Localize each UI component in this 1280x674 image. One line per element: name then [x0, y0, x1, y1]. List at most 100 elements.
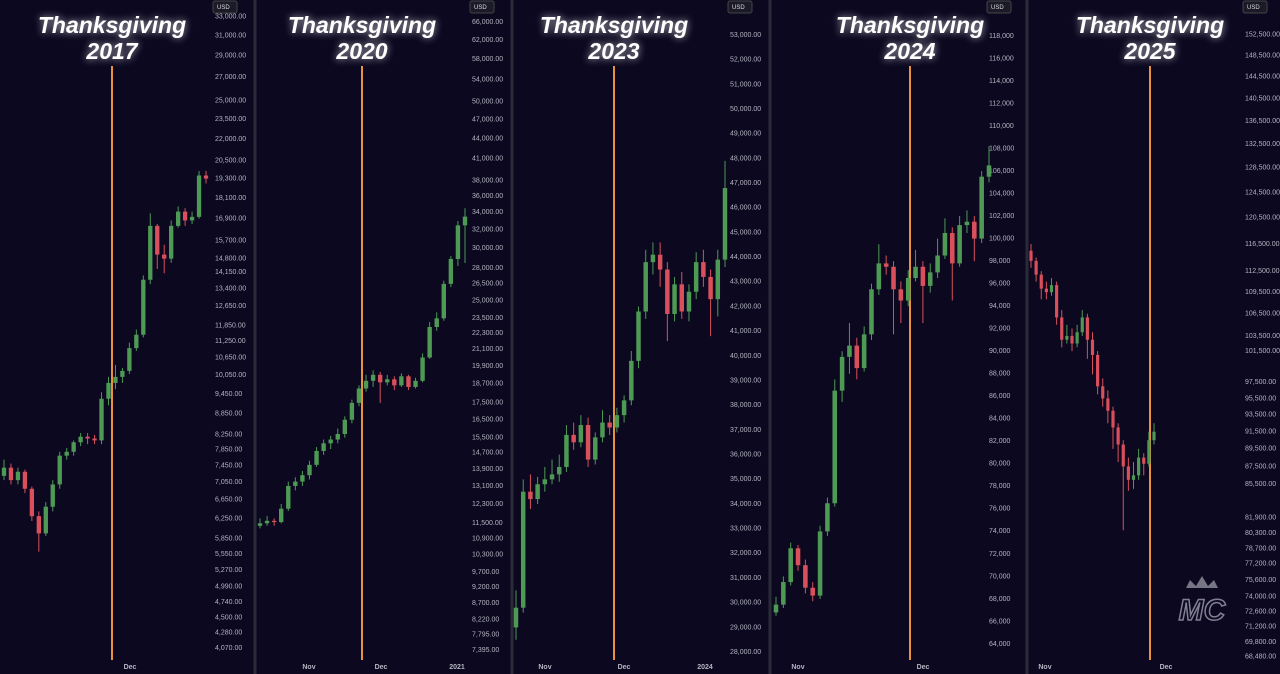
y-tick-label: 50,000.00 [472, 99, 503, 106]
y-tick-label: 81,900.00 [1245, 515, 1276, 522]
x-tick-label: Dec [1160, 664, 1173, 671]
candle-body [85, 436, 90, 439]
y-tick-label: 52,000.00 [730, 57, 761, 64]
candle-body [832, 390, 838, 504]
candle-body [22, 471, 28, 489]
y-tick-label: 53,000.00 [730, 32, 761, 39]
candle-body [64, 451, 69, 456]
candle-body [175, 211, 181, 226]
candle-body [825, 503, 830, 532]
y-tick-label: 36,000.00 [472, 193, 503, 200]
y-tick-label: 21,100.00 [472, 346, 503, 353]
y-tick-label: 87,500.00 [1245, 463, 1276, 470]
candle-body [1029, 250, 1033, 261]
candle-body [1039, 274, 1043, 289]
y-tick-label: 95,500.00 [1245, 395, 1276, 402]
y-tick-label: 16,500.00 [472, 417, 503, 424]
candle-body [781, 582, 786, 605]
candle-body [957, 225, 962, 264]
candle-body [134, 334, 139, 349]
y-tick-label: 4,280.00 [215, 630, 242, 637]
y-tick-label: 22,000.00 [215, 136, 246, 143]
candle-body [535, 484, 540, 500]
y-tick-label: 74,000.00 [1245, 593, 1276, 600]
candle-body [328, 439, 333, 444]
candle-body [913, 266, 918, 279]
y-tick-label: 19,300.00 [215, 175, 246, 182]
title-line: 2025 [1123, 38, 1176, 64]
candle-body [593, 437, 598, 460]
y-tick-label: 43,000.00 [730, 279, 761, 286]
y-tick-label: 8,700.00 [472, 600, 499, 607]
candle-body [43, 506, 48, 534]
candle-body [8, 467, 14, 481]
candle-body [196, 175, 202, 217]
y-tick-label: 25,000.00 [472, 297, 503, 304]
y-tick-label: 39,000.00 [730, 377, 761, 384]
y-tick-label: 76,000 [989, 506, 1011, 513]
y-tick-label: 34,000.00 [472, 209, 503, 216]
candle-body [557, 466, 562, 475]
y-tick-label: 35,000.00 [730, 476, 761, 483]
candle-body [578, 425, 584, 443]
candle-body [935, 255, 940, 273]
x-tick-label: Nov [302, 664, 315, 671]
y-tick-label: 15,500.00 [472, 435, 503, 442]
y-tick-label: 18,100.00 [215, 195, 246, 202]
y-tick-label: 7,395.00 [472, 647, 499, 654]
candle-body [307, 464, 312, 476]
y-tick-label: 17,500.00 [472, 400, 503, 407]
candle-body [817, 531, 823, 596]
y-tick-label: 109,500.00 [1245, 289, 1280, 296]
y-tick-label: 102,000 [989, 213, 1014, 220]
y-tick-label: 32,000.00 [730, 550, 761, 557]
y-tick-label: 103,500.00 [1245, 333, 1280, 340]
candle-body [614, 415, 620, 428]
candle-body [427, 327, 432, 358]
y-tick-label: 64,000 [989, 641, 1011, 648]
x-tick-label: 2024 [697, 664, 713, 671]
y-tick-label: 13,100.00 [472, 483, 503, 490]
y-tick-label: 4,740.00 [215, 599, 242, 606]
candle-body [979, 176, 984, 239]
candle-body [542, 479, 548, 485]
y-tick-label: 66,000.00 [472, 19, 503, 26]
candle-body [549, 474, 555, 480]
y-tick-label: 148,500.00 [1245, 52, 1280, 59]
y-tick-label: 41,000.00 [472, 156, 503, 163]
y-tick-label: 78,700.00 [1245, 546, 1276, 553]
currency-box [986, 0, 1012, 14]
y-tick-label: 22,300.00 [472, 330, 503, 337]
candle-body [1111, 410, 1115, 428]
candle-body [629, 360, 634, 401]
candle-body [788, 548, 793, 583]
candle-body [182, 211, 188, 221]
y-tick-label: 140,500.00 [1245, 95, 1280, 102]
y-tick-label: 132,500.00 [1245, 141, 1280, 148]
candle-body [293, 481, 298, 486]
candle-body [106, 382, 111, 399]
currency-box [1242, 0, 1268, 14]
candle-body [300, 475, 305, 482]
y-tick-label: 68,480.00 [1245, 654, 1276, 661]
y-tick-label: 13,400.00 [215, 285, 246, 292]
currency-label: USD [991, 5, 1004, 11]
y-tick-label: 120,500.00 [1245, 215, 1280, 222]
title-line: Thanksgiving [836, 12, 984, 38]
candle-body [448, 259, 454, 284]
y-tick-label: 38,000.00 [730, 402, 761, 409]
candle-body [203, 175, 209, 179]
candle-body [927, 272, 933, 286]
y-tick-label: 116,000 [989, 55, 1014, 62]
y-tick-label: 106,000 [989, 168, 1014, 175]
y-tick-label: 5,270.00 [215, 567, 242, 574]
candle-body [847, 345, 852, 357]
candle-body [839, 356, 845, 391]
candle-body [257, 523, 263, 526]
candle-body [650, 254, 656, 263]
currency-label: USD [1247, 5, 1260, 11]
watermark: MC [1178, 576, 1227, 628]
y-tick-label: 12,300.00 [472, 501, 503, 508]
y-tick-label: 36,000.00 [730, 451, 761, 458]
y-tick-label: 18,700.00 [472, 381, 503, 388]
